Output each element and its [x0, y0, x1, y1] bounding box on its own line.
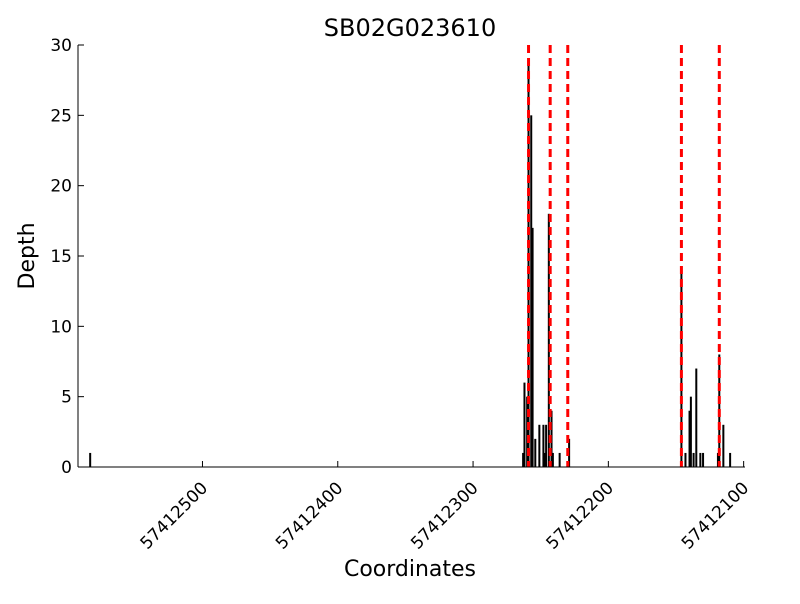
x-tick-label: 57412500	[137, 478, 212, 553]
bar	[722, 424, 725, 467]
bar	[689, 396, 692, 467]
bar	[729, 452, 732, 467]
bar	[523, 382, 526, 467]
y-tick-label: 15	[50, 247, 72, 267]
x-axis-label: Coordinates	[344, 557, 476, 582]
bar	[688, 410, 691, 467]
bar	[531, 227, 534, 467]
bar	[545, 424, 548, 467]
x-tick-label: 57412300	[407, 478, 482, 553]
bar	[543, 452, 546, 467]
x-tick-label: 57412400	[272, 478, 347, 553]
x-tick-label: 57412100	[678, 478, 753, 553]
bar	[89, 452, 92, 467]
bar	[547, 213, 550, 467]
y-tick-label: 0	[61, 458, 72, 478]
bar	[526, 396, 529, 467]
bar	[716, 452, 719, 467]
bar	[538, 424, 541, 467]
chart-title: SB02G023610	[324, 14, 496, 42]
x-tick-label: 57412200	[543, 478, 618, 553]
bar	[695, 368, 698, 467]
bar	[699, 452, 702, 467]
bar	[534, 438, 537, 467]
bar	[522, 452, 525, 467]
bar	[680, 270, 683, 467]
bar	[692, 452, 695, 467]
bar	[558, 452, 561, 467]
y-tick-label: 5	[61, 388, 72, 408]
y-tick-label: 10	[50, 317, 72, 337]
bar	[702, 452, 705, 467]
bar	[527, 59, 530, 468]
bar	[684, 452, 687, 467]
bar	[551, 452, 554, 467]
y-tick-label: 30	[50, 36, 72, 56]
y-axis-label: Depth	[15, 222, 40, 289]
y-tick-label: 20	[50, 177, 72, 197]
bar	[530, 115, 533, 467]
y-tick-label: 25	[50, 106, 72, 126]
bar	[542, 424, 545, 467]
